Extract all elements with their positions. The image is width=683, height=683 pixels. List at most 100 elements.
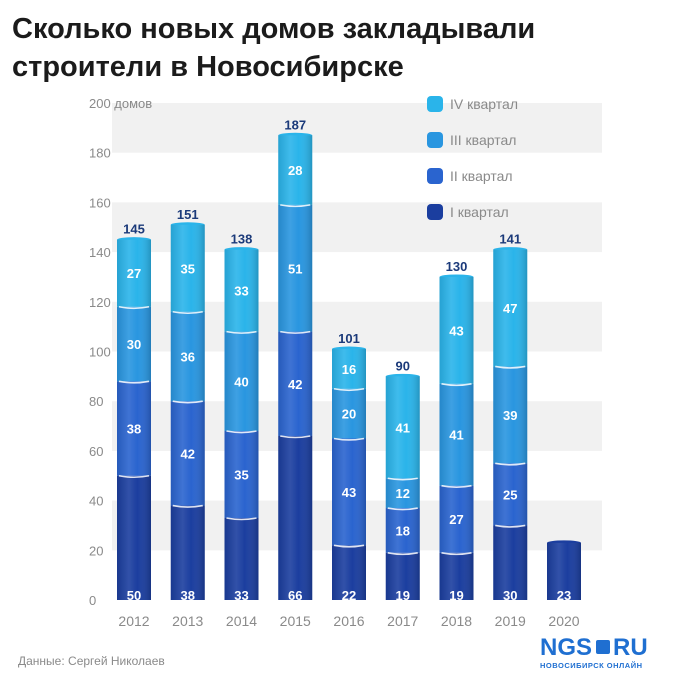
segment-separator — [333, 544, 365, 548]
segment-separator — [333, 387, 365, 392]
bar-shading — [170, 224, 205, 600]
segment-value-label: 50 — [127, 588, 141, 603]
bar-total-label: 145 — [123, 222, 145, 237]
segment-separator — [226, 330, 257, 334]
segment-value-label: 22 — [342, 588, 356, 603]
x-tick-label: 2018 — [441, 613, 472, 629]
chart-title: Сколько новых домов закладывали строител… — [12, 10, 652, 86]
segment-separator — [172, 400, 203, 404]
bar-total-label: 138 — [231, 232, 253, 247]
segment-value-label: 41 — [396, 420, 410, 435]
x-tick-label: 2012 — [118, 613, 149, 629]
segment-value-label: 27 — [449, 512, 463, 527]
segment-value-label: 20 — [342, 407, 356, 422]
segment-value-label: 19 — [449, 588, 463, 603]
segment-value-label: 42 — [181, 446, 195, 461]
segment-value-label: 38 — [127, 422, 141, 437]
y-tick-label: 100 — [89, 345, 111, 360]
y-tick-label: 200 домов — [89, 96, 152, 111]
bar-shading — [439, 276, 474, 600]
segment-separator — [172, 310, 203, 315]
segment-value-label: 19 — [396, 588, 410, 603]
data-source: Данные: Сергей Николаев — [18, 654, 165, 668]
bar-total-label: 151 — [177, 207, 199, 222]
segment-value-label: 35 — [234, 468, 248, 483]
segment-separator — [118, 305, 150, 310]
bar-total-label: 141 — [499, 232, 521, 247]
logo-wordmark: NGS RU — [540, 636, 648, 660]
legend-label: I квартал — [450, 204, 509, 220]
segment-separator — [387, 507, 418, 511]
bar-shading — [117, 239, 151, 601]
y-tick-label: 80 — [89, 394, 103, 409]
bar-total-label: 101 — [338, 331, 360, 346]
segment-value-label: 18 — [396, 523, 410, 538]
segment-separator — [172, 504, 203, 508]
segment-value-label: 35 — [181, 261, 195, 276]
segment-value-label: 16 — [342, 362, 356, 377]
bar-shading — [332, 349, 366, 600]
segment-value-label: 47 — [503, 301, 517, 316]
segment-separator — [280, 204, 311, 208]
segment-value-label: 12 — [396, 486, 410, 501]
y-tick-label: 160 — [89, 195, 111, 210]
legend-swatch — [427, 132, 443, 148]
x-tick-label: 2020 — [548, 613, 579, 629]
chart-title-line-2: строители в Новосибирске — [12, 51, 404, 83]
segment-value-label: 33 — [234, 284, 248, 299]
y-tick-label: 60 — [89, 444, 103, 459]
logo-ngs: NGS — [540, 634, 593, 661]
bar-shading — [493, 249, 528, 601]
segment-separator — [280, 330, 311, 334]
segment-separator — [387, 477, 418, 481]
legend-swatch — [427, 204, 443, 220]
segment-separator — [495, 365, 526, 369]
segment-value-label: 33 — [234, 588, 248, 603]
x-tick-label: 2016 — [333, 613, 364, 629]
segment-separator — [495, 524, 526, 528]
x-tick-label: 2013 — [172, 613, 203, 629]
segment-separator — [118, 380, 150, 384]
x-tick-label: 2017 — [387, 613, 418, 629]
segment-separator — [495, 462, 526, 466]
segment-value-label: 66 — [288, 588, 302, 603]
segment-value-label: 51 — [288, 261, 302, 276]
y-tick-label: 180 — [89, 146, 111, 161]
legend-swatch — [427, 168, 443, 184]
segment-value-label: 38 — [181, 588, 195, 603]
grid-band — [112, 103, 602, 153]
segment-separator — [387, 552, 418, 556]
bar-total-label: 90 — [396, 358, 410, 373]
legend-swatch — [427, 96, 443, 112]
x-tick-label: 2019 — [495, 613, 526, 629]
bar-shading — [224, 249, 259, 601]
y-tick-label: 140 — [89, 245, 111, 260]
segment-value-label: 28 — [288, 163, 302, 178]
segment-separator — [226, 430, 257, 434]
segment-value-label: 39 — [503, 408, 517, 423]
x-tick-label: 2014 — [226, 613, 257, 629]
segment-value-label: 36 — [181, 349, 195, 364]
bar-total-label: 187 — [284, 117, 306, 132]
legend-label: IV квартал — [450, 96, 518, 112]
bar-shading — [278, 135, 313, 600]
segment-separator — [333, 437, 365, 441]
segment-separator — [118, 474, 150, 479]
segment-value-label: 43 — [342, 485, 356, 500]
y-tick-label: 120 — [89, 295, 111, 310]
segment-value-label: 42 — [288, 377, 302, 392]
segment-value-label: 23 — [557, 588, 571, 603]
segment-separator — [441, 484, 472, 488]
segment-separator — [441, 552, 472, 556]
segment-separator — [280, 435, 311, 439]
ngs-logo[interactable]: NGS RU НОВОСИБИРСК ОНЛАЙН — [540, 636, 670, 672]
segment-value-label: 40 — [234, 374, 248, 389]
segment-value-label: 30 — [127, 337, 141, 352]
segment-separator — [226, 517, 257, 521]
segment-value-label: 41 — [449, 428, 463, 443]
y-tick-label: 0 — [89, 593, 96, 608]
y-tick-label: 20 — [89, 543, 103, 558]
logo-square-icon — [596, 640, 611, 654]
y-tick-label: 40 — [89, 494, 103, 509]
